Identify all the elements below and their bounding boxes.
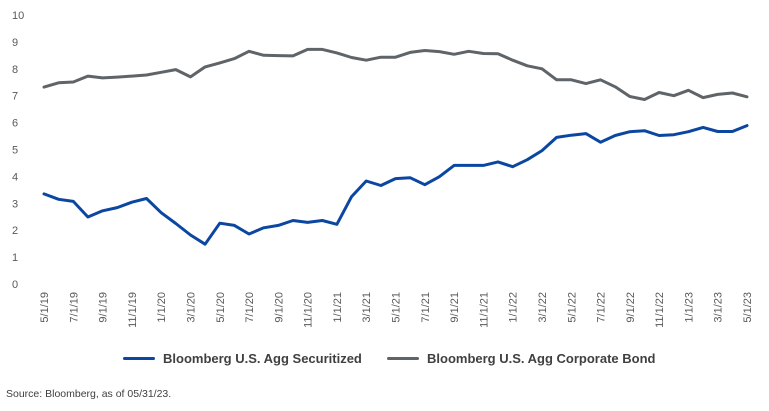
- y-tick-label: 3: [12, 198, 18, 210]
- y-axis: 0 1 2 3 4 5 6 7 8 9 10: [12, 10, 24, 291]
- x-tick-label: 1/1/22: [508, 292, 520, 323]
- x-tick-label: 3/1/22: [537, 292, 549, 323]
- legend-label-securitized: Bloomberg U.S. Agg Securitized: [163, 351, 362, 366]
- y-tick-label: 6: [12, 118, 18, 130]
- y-tick-label: 1: [12, 252, 18, 264]
- x-tick-label: 9/1/20: [273, 292, 285, 323]
- x-tick-label: 9/1/22: [625, 292, 637, 323]
- x-tick-label: 3/1/21: [361, 292, 373, 323]
- x-tick-label: 5/1/21: [391, 292, 403, 323]
- x-tick-label: 7/1/19: [68, 292, 80, 323]
- legend: Bloomberg U.S. Agg Securitized Bloomberg…: [0, 351, 769, 371]
- legend-label-corporate: Bloomberg U.S. Agg Corporate Bond: [427, 351, 656, 366]
- y-tick-label: 0: [12, 279, 18, 291]
- legend-item-securitized: Bloomberg U.S. Agg Securitized: [123, 351, 362, 366]
- series-line-corporate: [42, 47, 749, 101]
- y-tick-label: 2: [12, 225, 18, 237]
- y-tick-label: 4: [12, 171, 18, 183]
- x-tick-label: 9/1/19: [98, 292, 110, 323]
- x-tick-label: 11/1/22: [654, 292, 666, 328]
- series-line-securitized: [42, 124, 749, 246]
- x-tick-label: 11/1/19: [127, 292, 139, 328]
- y-tick-label: 8: [12, 64, 18, 76]
- legend-item-corporate: Bloomberg U.S. Agg Corporate Bond: [387, 351, 655, 366]
- x-tick-label: 1/1/21: [332, 292, 344, 323]
- x-tick-label: 5/1/23: [742, 292, 754, 323]
- source-note: Source: Bloomberg, as of 05/31/23.: [6, 388, 172, 400]
- x-tick-label: 11/1/20: [303, 292, 315, 328]
- x-tick-label: 5/1/20: [215, 292, 227, 323]
- legend-swatch-securitized: [123, 357, 155, 360]
- x-tick-label: 3/1/20: [185, 292, 197, 323]
- legend-swatch-corporate: [387, 357, 419, 360]
- y-tick-label: 10: [12, 10, 24, 22]
- y-tick-label: 9: [12, 37, 18, 49]
- x-tick-label: 11/1/21: [478, 292, 490, 328]
- x-tick-label: 3/1/23: [713, 292, 725, 323]
- x-tick-label: 1/1/20: [156, 292, 168, 323]
- y-tick-label: 7: [12, 91, 18, 103]
- y-tick-label: 5: [12, 145, 18, 157]
- x-tick-label: 1/1/23: [683, 292, 695, 323]
- x-tick-label: 5/1/22: [566, 292, 578, 323]
- x-axis: 5/1/19 7/1/19 9/1/19 11/1/19 1/1/20 3/1/20 5/1…: [39, 292, 754, 328]
- x-tick-label: 7/1/20: [244, 292, 256, 323]
- x-tick-label: 5/1/19: [39, 292, 51, 323]
- x-tick-label: 7/1/22: [596, 292, 608, 323]
- x-tick-label: 9/1/21: [449, 292, 461, 323]
- x-tick-label: 7/1/21: [420, 292, 432, 323]
- series-layer: [42, 47, 749, 246]
